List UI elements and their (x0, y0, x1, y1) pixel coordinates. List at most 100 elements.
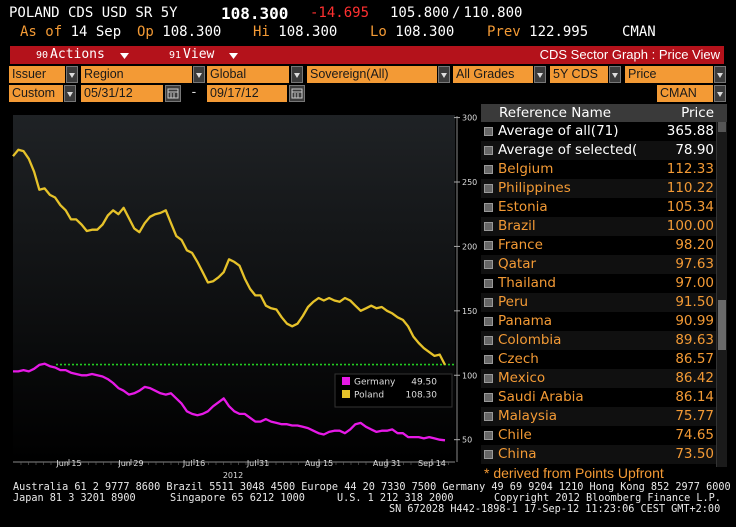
row-reference-name: Philippines (498, 180, 571, 196)
series-line-germany (13, 362, 446, 442)
table-row[interactable]: Czech 86.57 (481, 350, 727, 369)
table-row[interactable]: France 98.20 (481, 236, 727, 255)
row-price: 100.00 (666, 218, 714, 234)
low-price: Lo 108.300 (370, 24, 454, 40)
grades-dropdown-icon[interactable] (534, 66, 546, 83)
scroll-thumb[interactable] (718, 300, 726, 350)
price-view-selector[interactable]: Price (625, 66, 713, 83)
table-row[interactable]: Panama 90.99 (481, 312, 727, 331)
table-row[interactable]: Peru 91.50 (481, 293, 727, 312)
row-checkbox[interactable] (484, 317, 493, 326)
region-dropdown-icon[interactable] (193, 66, 205, 83)
row-checkbox[interactable] (484, 336, 493, 345)
y-tick-label: 300 (462, 114, 477, 123)
tenor-dropdown-icon[interactable] (609, 66, 621, 83)
chevron-down-icon (228, 49, 239, 60)
table-row[interactable]: China 73.50 (481, 445, 727, 464)
footer-japan: Japan 81 3 3201 8900 (13, 493, 136, 504)
table-row[interactable]: Saudi Arabia 86.14 (481, 388, 727, 407)
price-view-dropdown-icon[interactable] (714, 66, 726, 83)
row-checkbox[interactable] (484, 203, 493, 212)
row-checkbox[interactable] (484, 241, 493, 250)
reference-table: Reference Name Price Average of all(71) 3… (481, 104, 727, 464)
table-row[interactable]: Malaysia 75.77 (481, 407, 727, 426)
table-row[interactable]: Average of all(71) 365.88 (481, 122, 727, 141)
table-row[interactable]: Qatar 97.63 (481, 255, 727, 274)
low-value: 108.300 (395, 24, 455, 40)
x-tick-label: Jul 31 (246, 459, 269, 468)
issuer-selector[interactable]: Issuer (9, 66, 65, 83)
row-price: 86.14 (675, 389, 714, 405)
footer-us: U.S. 1 212 318 2000 (337, 493, 454, 504)
row-reference-name: Brazil (498, 218, 536, 234)
row-checkbox[interactable] (484, 374, 493, 383)
chart-legend (334, 373, 453, 408)
issuer-dropdown-icon[interactable] (66, 66, 78, 83)
open-value: 108.300 (162, 24, 222, 40)
row-checkbox[interactable] (484, 355, 493, 364)
sovereign-dropdown-icon[interactable] (438, 66, 450, 83)
table-scrollbar[interactable] (716, 122, 727, 467)
row-checkbox[interactable] (484, 393, 493, 402)
row-checkbox[interactable] (484, 431, 493, 440)
column-header-price[interactable]: Price (681, 105, 714, 121)
row-checkbox[interactable] (484, 184, 493, 193)
row-reference-name: Chile (498, 427, 532, 443)
row-price: 75.77 (675, 408, 714, 424)
x-tick-label: Jun 29 (117, 459, 143, 468)
grades-selector[interactable]: All Grades (453, 66, 533, 83)
table-row[interactable]: Philippines 110.22 (481, 179, 727, 198)
sovereign-selector[interactable]: Sovereign(All) (307, 66, 437, 83)
calendar-icon[interactable] (289, 85, 305, 102)
custom-range-selector[interactable]: Custom (9, 85, 63, 102)
row-reference-name: Saudi Arabia (498, 389, 584, 405)
row-reference-name: China (498, 446, 537, 462)
view-menu-number: 91 (169, 50, 182, 61)
table-row[interactable]: Mexico 86.42 (481, 369, 727, 388)
calendar-icon[interactable] (165, 85, 181, 102)
row-checkbox[interactable] (484, 412, 493, 421)
footer-session-info: SN 672028 H442-1898-1 17-Sep-12 11:23:06… (389, 504, 721, 515)
column-header-reference-name[interactable]: Reference Name (499, 105, 612, 121)
table-row[interactable]: Colombia 89.63 (481, 331, 727, 350)
row-reference-name: Panama (498, 313, 553, 329)
end-date-field[interactable]: 09/17/12 (207, 85, 287, 102)
row-reference-name: Average of all(71) (498, 123, 619, 139)
table-row[interactable]: Chile 74.65 (481, 426, 727, 445)
row-checkbox[interactable] (484, 165, 493, 174)
start-date-field[interactable]: 05/31/12 (81, 85, 163, 102)
prev-value: 122.995 (529, 24, 589, 40)
row-checkbox[interactable] (484, 279, 493, 288)
table-row[interactable]: Belgium 112.33 (481, 160, 727, 179)
table-footnote: * derived from Points Upfront (484, 465, 664, 481)
table-row[interactable]: Thailand 97.00 (481, 274, 727, 293)
custom-range-dropdown-icon[interactable] (64, 85, 76, 102)
row-reference-name: Malaysia (498, 408, 557, 424)
row-checkbox[interactable] (484, 298, 493, 307)
row-checkbox[interactable] (484, 146, 493, 155)
source-selector[interactable]: CMAN (657, 85, 713, 102)
bid-ask: 105.800/110.800 (390, 5, 523, 21)
actions-menu[interactable]: 90 Actions (32, 46, 130, 64)
scroll-up-button[interactable] (718, 122, 726, 132)
global-dropdown-icon[interactable] (291, 66, 303, 83)
bid-price: 105.800 (390, 5, 450, 21)
global-selector[interactable]: Global (207, 66, 289, 83)
tenor-selector[interactable]: 5Y CDS (550, 66, 608, 83)
high-value: 108.300 (278, 24, 338, 40)
open-label: Op (137, 24, 154, 40)
table-row[interactable]: Estonia 105.34 (481, 198, 727, 217)
row-checkbox[interactable] (484, 127, 493, 136)
table-row[interactable]: Brazil 100.00 (481, 217, 727, 236)
view-menu[interactable]: 91 View (165, 46, 239, 64)
footer-singapore: Singapore 65 6212 1000 (170, 493, 305, 504)
actions-menu-number: 90 (36, 50, 49, 61)
table-row[interactable]: Average of selected(78.90 (481, 141, 727, 160)
row-checkbox[interactable] (484, 260, 493, 269)
row-checkbox[interactable] (484, 450, 493, 459)
region-selector[interactable]: Region (81, 66, 192, 83)
row-price: 86.42 (675, 370, 714, 386)
row-checkbox[interactable] (484, 222, 493, 231)
source-dropdown-icon[interactable] (714, 85, 726, 102)
